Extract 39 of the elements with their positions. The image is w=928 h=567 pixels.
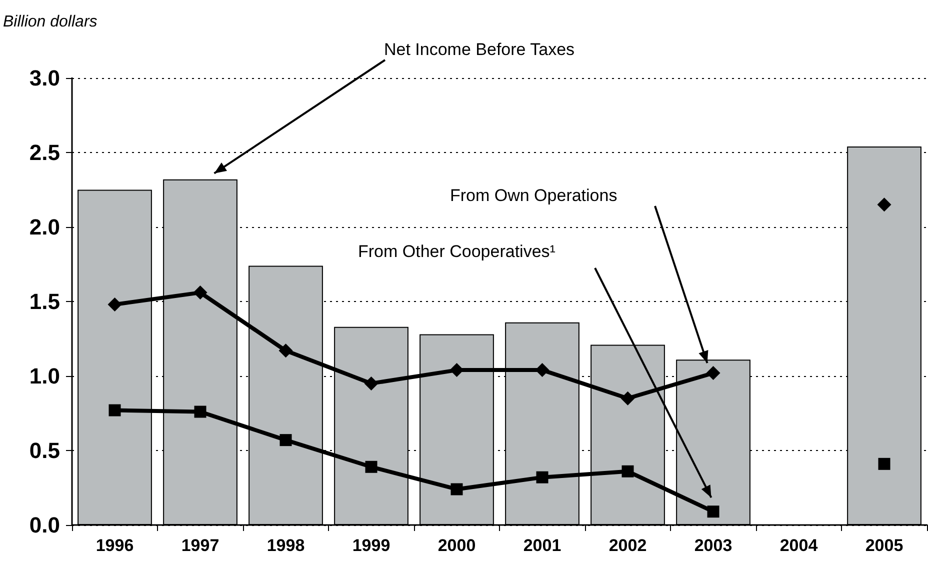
- y-tick-label: 3.0: [29, 66, 60, 90]
- point: [450, 363, 464, 378]
- x-tick-label: 1997: [181, 536, 220, 555]
- annotation: From Other Cooperatives¹: [358, 242, 556, 261]
- x-tick-label: 2005: [865, 536, 904, 555]
- x-tick-label: 2004: [780, 536, 818, 555]
- y-tick-label: 0.0: [29, 512, 60, 538]
- point: [707, 506, 720, 518]
- x-tick-label: 2002: [608, 536, 647, 555]
- point: [877, 198, 892, 212]
- y-tick-label: 1.0: [29, 364, 60, 388]
- y-tick-label: 0.5: [29, 438, 60, 463]
- point: [535, 363, 550, 378]
- point: [194, 406, 206, 418]
- x-tick-label: 1999: [352, 536, 390, 555]
- x-tick-label: 2003: [694, 536, 732, 555]
- point: [878, 458, 890, 470]
- y-tick-label: 2.0: [29, 214, 60, 240]
- x-tick-label: 1996: [96, 536, 134, 555]
- point: [108, 297, 122, 312]
- point: [364, 376, 378, 390]
- point: [278, 344, 293, 358]
- y-tick-label: 2.5: [29, 140, 60, 165]
- point: [108, 404, 121, 416]
- point: [280, 434, 292, 446]
- annotation: From Own Operations: [450, 186, 618, 205]
- point: [620, 391, 635, 406]
- point: [450, 483, 463, 496]
- y-axis-title: Billion dollars: [3, 14, 98, 30]
- point: [536, 471, 548, 484]
- point: [706, 366, 720, 380]
- x-tick-label: 2001: [523, 536, 562, 555]
- x-tick-label: 1998: [266, 536, 305, 555]
- point: [622, 465, 634, 478]
- point: [365, 460, 378, 473]
- text: Net Income Before Taxes: [384, 40, 575, 59]
- x-tick-label: 2000: [438, 536, 476, 555]
- point: [193, 286, 208, 300]
- y-tick-label: 1.5: [29, 289, 60, 314]
